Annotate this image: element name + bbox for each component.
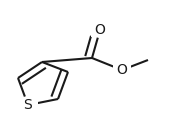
Bar (91, 23, 109, 37)
Text: S: S (24, 98, 32, 112)
Bar (18, 97, 38, 113)
Text: O: O (95, 23, 105, 37)
Text: O: O (117, 63, 127, 77)
Bar (113, 62, 131, 77)
